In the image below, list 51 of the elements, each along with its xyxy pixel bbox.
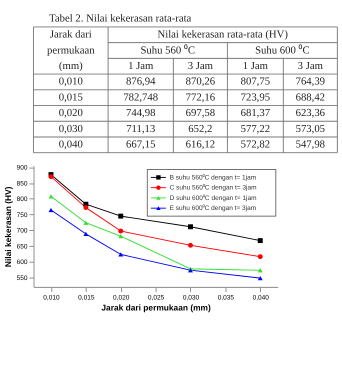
point	[48, 194, 54, 198]
text: 870,26	[186, 76, 216, 88]
text: 616,12	[186, 138, 216, 151]
point	[258, 254, 263, 260]
point	[83, 232, 88, 236]
text: Jarak dari permukaan (mm)	[47, 28, 96, 72]
point	[118, 252, 124, 257]
text: 711,13	[126, 122, 156, 135]
text: 547,98	[296, 138, 326, 151]
text: 3 Jam	[188, 60, 214, 72]
text: 764,39	[296, 76, 326, 88]
point	[258, 238, 263, 244]
text: 623,36	[296, 107, 326, 120]
text: 0,015	[58, 91, 83, 104]
point	[258, 268, 263, 272]
text: Suhu 600 ⁰C	[255, 43, 310, 56]
point	[83, 220, 88, 225]
text: 572,82	[240, 138, 270, 151]
text: 688,42	[296, 91, 326, 104]
point	[83, 205, 88, 210]
point	[188, 224, 193, 230]
text: 652,2	[188, 122, 212, 135]
text: 0,020	[58, 107, 83, 120]
text: 744,98	[126, 107, 156, 120]
text: 3 Jam	[298, 60, 324, 72]
point	[258, 276, 263, 280]
text: 772,16	[186, 91, 216, 104]
point	[118, 234, 124, 238]
text: 723,95	[240, 91, 270, 104]
text: 1 Jam	[128, 60, 154, 72]
text: 1 Jam	[242, 60, 269, 72]
text: 573,05	[296, 122, 326, 135]
y-axis-title: Nilai kekerasan (HV)	[3, 186, 14, 268]
text: 0,010	[58, 76, 83, 88]
text: 807,75	[240, 76, 270, 88]
text: 0,040	[58, 138, 83, 151]
text: 0,030	[58, 122, 83, 135]
text: 876,94	[126, 76, 156, 88]
text: Nilai kekerasan rata-rata (HV)	[157, 28, 288, 41]
point	[118, 228, 124, 234]
point	[48, 208, 54, 212]
text: 782,748	[123, 91, 158, 104]
text: 667,15	[126, 138, 156, 151]
text: 697,58	[186, 107, 216, 120]
point	[118, 214, 124, 219]
text: 681,37	[240, 107, 271, 120]
text: Suhu 560 ⁰C	[140, 43, 196, 56]
text: 577,22	[240, 122, 270, 135]
text: Tabel 2. Nilai kekerasan rata-rata	[49, 12, 192, 24]
point	[188, 242, 193, 248]
x-axis-title: Jarak dari permukaan (mm)	[101, 302, 211, 313]
